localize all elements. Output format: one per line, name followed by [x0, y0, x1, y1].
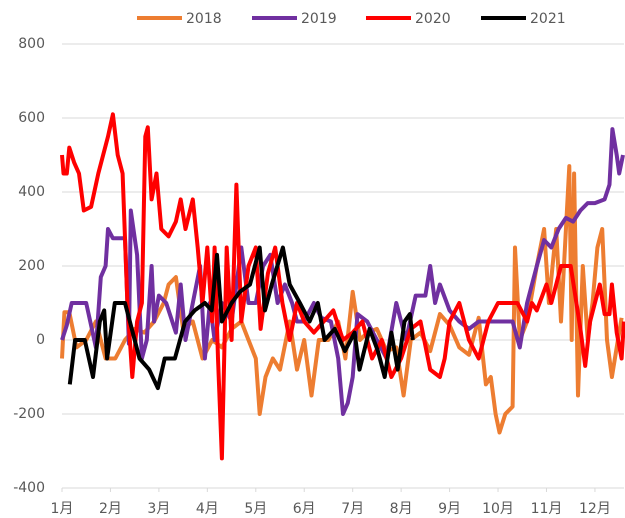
y-tick-label: 600 — [18, 110, 45, 126]
y-tick-label: 200 — [18, 258, 45, 274]
x-tick-label: 10月 — [482, 501, 514, 517]
y-tick-label: 800 — [18, 36, 45, 52]
legend-label: 2021 — [530, 11, 566, 27]
y-tick-label: 400 — [18, 184, 45, 200]
line-series — [60, 112, 625, 461]
x-tick-label: 7月 — [341, 501, 364, 517]
y-tick-label: -200 — [13, 406, 45, 422]
legend-label: 2018 — [186, 11, 222, 27]
x-tick-label: 8月 — [390, 501, 413, 517]
x-tick-label: 1月 — [51, 501, 74, 517]
x-tick-label: 11月 — [531, 501, 563, 517]
x-tick-label: 3月 — [147, 501, 170, 517]
legend-label: 2019 — [301, 11, 337, 27]
y-tick-label: -400 — [13, 480, 45, 496]
y-tick-label: 0 — [36, 332, 45, 348]
x-tick-label: 2月 — [99, 501, 122, 517]
x-tick-label: 4月 — [196, 501, 219, 517]
x-tick-label: 12月 — [579, 501, 611, 517]
x-tick-label: 9月 — [438, 501, 461, 517]
line-series — [67, 245, 415, 391]
legend-label: 2020 — [415, 11, 451, 27]
x-tick-label: 6月 — [293, 501, 316, 517]
x-tick-label: 5月 — [244, 501, 267, 517]
